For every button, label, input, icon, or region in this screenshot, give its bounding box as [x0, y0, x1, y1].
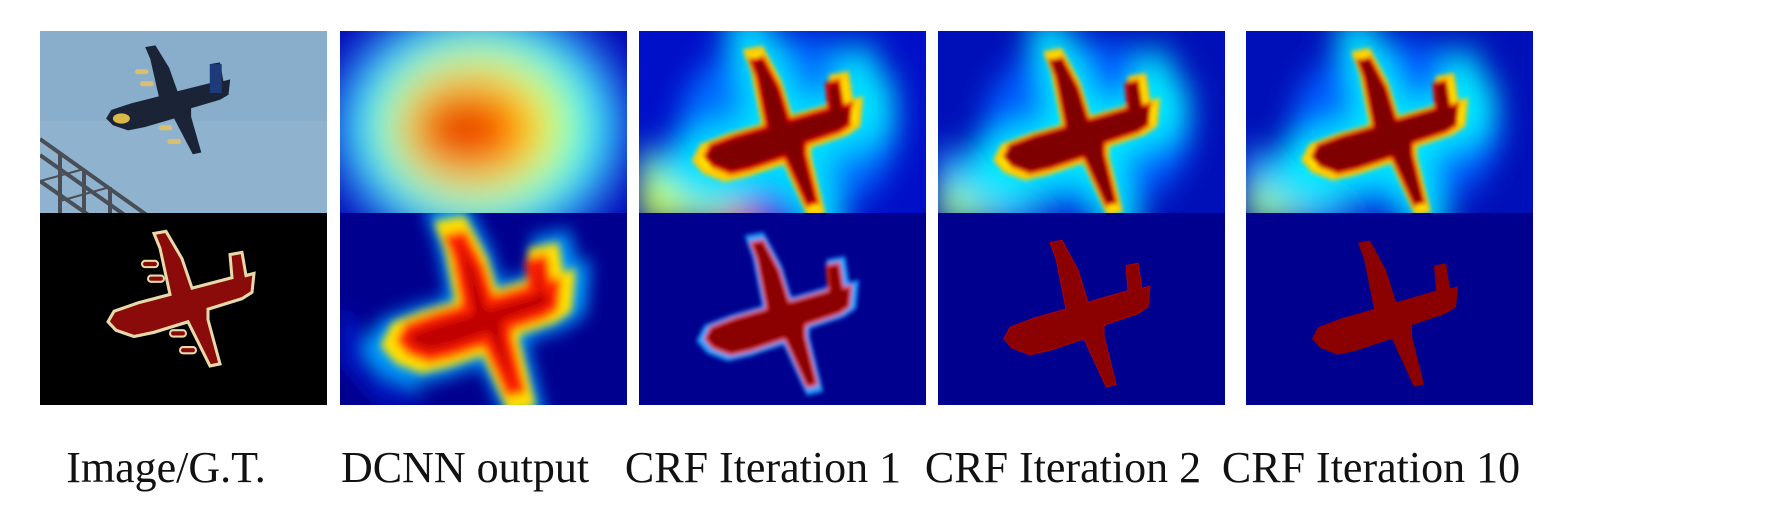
bridge-truss: [40, 137, 160, 223]
caption-crf-iteration-1: CRF Iteration 1: [624, 443, 902, 492]
crf-iter2-score-heatmap: [938, 213, 1225, 405]
dcnn-score-heatmap: [340, 213, 627, 405]
airplane: [106, 45, 231, 155]
crf-iter1-belief-heatmap: [639, 31, 926, 223]
dcnn-belief-heatmap: [340, 31, 627, 223]
crf-iter2-belief-heatmap: [938, 31, 1225, 223]
input-photo: [40, 31, 327, 223]
ground-truth-mask: [40, 213, 327, 405]
caption-image-gt: Image/G.T.: [66, 443, 266, 492]
caption-crf-iteration-2: CRF Iteration 2: [924, 443, 1202, 492]
caption-crf-iteration-10: CRF Iteration 10: [1221, 443, 1521, 492]
crf-iter10-score-heatmap: [1246, 213, 1533, 405]
caption-dcnn-output: DCNN output: [340, 443, 590, 492]
crf-iter1-score-heatmap: [639, 213, 926, 405]
crf-iter10-belief-heatmap: [1246, 31, 1533, 223]
